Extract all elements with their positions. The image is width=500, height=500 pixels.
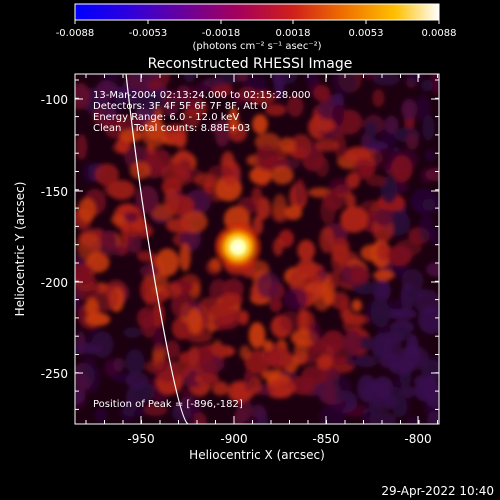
plot-frame — [74, 73, 440, 425]
colorbar-tick-label: -0.0018 — [202, 28, 241, 39]
observation-info: 13-Mar-2004 02:13:24.000 to 02:15:28.000… — [93, 90, 311, 134]
colorbar-tick-label: 0.0018 — [276, 28, 311, 39]
colorbar-tick-label: -0.0088 — [56, 28, 95, 39]
info-time-range: 13-Mar-2004 02:13:24.000 to 02:15:28.000 — [93, 90, 311, 101]
flare-peak — [212, 221, 264, 273]
colorbar: -0.0088 -0.0053 -0.0018 0.0018 0.0053 0.… — [56, 3, 457, 52]
x-tick-label: -900 — [220, 432, 247, 446]
x-tick-label: -800 — [404, 432, 431, 446]
y-tick-label: -250 — [41, 367, 68, 381]
colorbar-tick-label: -0.0053 — [129, 28, 168, 39]
peak-position: Position of Peak = [-896,-182] — [93, 399, 243, 410]
solar-limb — [125, 74, 189, 424]
y-tick-label: -100 — [41, 93, 68, 107]
footer-timestamp: 29-Apr-2022 10:40 — [381, 484, 494, 498]
y-axis-label: Heliocentric Y (arcsec) — [13, 182, 27, 317]
x-tick-label: -850 — [312, 432, 339, 446]
y-tick-label: -150 — [41, 185, 68, 199]
y-tick-label: -200 — [41, 276, 68, 290]
colorbar-tick-label: 0.0088 — [422, 28, 457, 39]
colorbar-tick-label: 0.0053 — [349, 28, 384, 39]
axis-ticks — [75, 74, 439, 424]
info-clean-counts: Clean Total counts: 8.88E+03 — [93, 123, 250, 134]
plot-title: Reconstructed RHESSI Image — [148, 56, 353, 72]
colorbar-gradient — [74, 3, 440, 21]
x-tick-label: -950 — [127, 432, 154, 446]
rhessi-image — [75, 74, 439, 424]
info-energy-range: Energy Range: 6.0 - 12.0 keV — [93, 112, 239, 123]
x-axis-label: Heliocentric X (arcsec) — [189, 448, 325, 462]
info-detectors: Detectors: 3F 4F 5F 6F 7F 8F, Att 0 — [93, 101, 267, 112]
colorbar-units: (photons cm⁻² s⁻¹ asec⁻²) — [192, 41, 321, 52]
